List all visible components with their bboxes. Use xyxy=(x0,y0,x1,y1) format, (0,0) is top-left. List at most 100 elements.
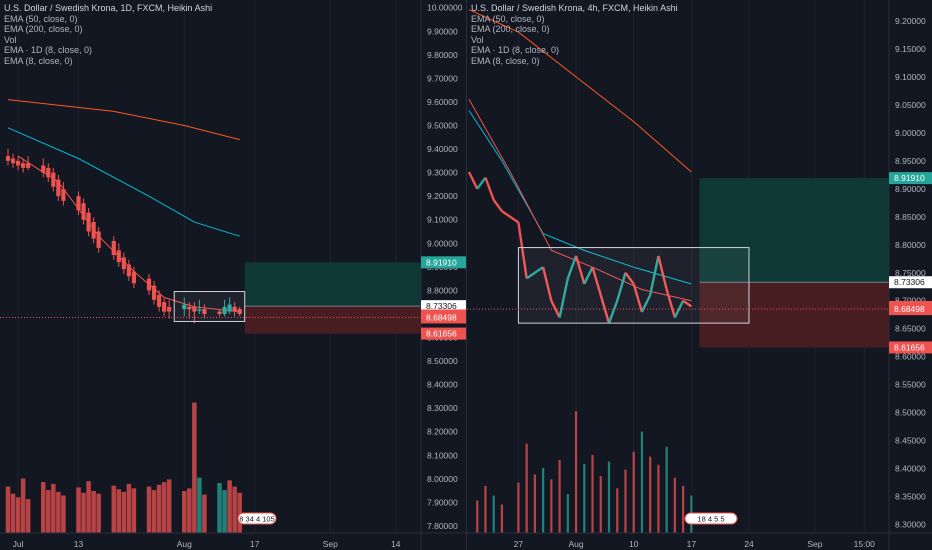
price-tick-label: 8.80000 xyxy=(895,240,926,250)
candle-body xyxy=(182,304,187,310)
indicator-ema8-1d[interactable]: EMA · 1D (8, close, 0) xyxy=(4,45,93,56)
price-tick-label: 8.50000 xyxy=(427,356,458,366)
price-segment xyxy=(525,271,536,280)
volume-bar xyxy=(96,493,101,533)
price-segment xyxy=(558,278,569,318)
ema200-line xyxy=(7,99,240,141)
price-tick-label: 8.65000 xyxy=(895,324,926,334)
volume-bar xyxy=(500,504,504,533)
volume-bar xyxy=(583,463,586,533)
candle-body xyxy=(126,264,131,277)
volume-bar xyxy=(682,485,685,533)
volume-bar xyxy=(81,492,86,533)
price-segment xyxy=(517,222,528,279)
pane-divider[interactable] xyxy=(466,0,467,550)
volume-bar xyxy=(558,459,561,533)
volume-bar xyxy=(46,490,51,533)
price-segment xyxy=(599,294,611,324)
indicator-ema200[interactable]: EMA (200, close, 0) xyxy=(471,24,550,35)
price-segment xyxy=(624,272,635,285)
time-tick-label: 15:00 xyxy=(854,539,876,549)
volume-bar xyxy=(151,490,157,533)
candle-body xyxy=(197,309,202,311)
chart-pane-4h[interactable]: 9.20000 9.15000 9.10000 9.05000 9.00000 8.950… xyxy=(467,0,932,550)
volume-bar xyxy=(25,499,31,533)
indicator-ema8-1d[interactable]: EMA · 1D (8, close, 0) xyxy=(471,45,560,56)
price-segment xyxy=(682,299,693,308)
price-tick-label: 9.20000 xyxy=(427,191,458,201)
candle-body xyxy=(202,309,207,314)
time-tick-label: Aug xyxy=(177,539,192,549)
price-tick-label: 8.70000 xyxy=(895,296,926,306)
volume-bar xyxy=(517,482,520,533)
events-badge xyxy=(237,512,277,525)
volume-bar xyxy=(574,411,578,533)
volume-bar xyxy=(492,495,495,533)
candle-body xyxy=(146,278,152,291)
price-tick-label: 9.20000 xyxy=(895,16,926,26)
indicator-ema8[interactable]: EMA (8, close, 0) xyxy=(4,55,73,66)
price-label-badge xyxy=(889,276,932,289)
indicator-ema50[interactable]: EMA (50, close, 0) xyxy=(471,13,545,24)
legend-4h: U.S. Dollar / Swedish Krona, 4h, FXCM, H… xyxy=(471,3,678,67)
price-tick-label: 8.30000 xyxy=(427,403,458,413)
volume-bar xyxy=(237,492,242,533)
price-label-text: 8.73306 xyxy=(426,301,457,311)
price-tick-label: 8.75000 xyxy=(895,268,926,278)
price-tick-label: 8.10000 xyxy=(427,450,458,460)
price-segment xyxy=(534,266,544,274)
volume-bar xyxy=(649,456,652,533)
position-stop-zone xyxy=(244,306,421,334)
indicator-ema8[interactable]: EMA (8, close, 0) xyxy=(471,55,540,66)
chart-canvas-4h[interactable]: 9.20000 9.15000 9.10000 9.05000 9.00000 8.950… xyxy=(467,0,932,550)
volume-bar xyxy=(525,443,528,533)
time-tick-label: Sep xyxy=(323,539,338,549)
price-axis-bg xyxy=(889,0,932,550)
volume-bar xyxy=(10,493,16,533)
candle-body xyxy=(192,306,197,312)
time-tick-label: 27 xyxy=(514,539,524,549)
volume-bar xyxy=(51,483,56,533)
volume-bar xyxy=(15,497,21,533)
volume-bar xyxy=(484,485,487,533)
volume-bar xyxy=(591,455,594,533)
volume-bar xyxy=(222,490,227,533)
candle-body xyxy=(56,179,61,197)
indicator-volume[interactable]: Vol xyxy=(4,34,17,45)
volume-bar xyxy=(566,494,569,533)
price-tick-label: 8.20000 xyxy=(427,427,458,437)
candle-body xyxy=(156,295,162,307)
volume-bar xyxy=(61,495,66,533)
indicator-ema50[interactable]: EMA (50, close, 0) xyxy=(4,13,78,24)
price-segment xyxy=(583,266,594,285)
price-label-badge xyxy=(421,311,466,324)
volume-bar xyxy=(161,482,167,533)
chart-canvas-1d[interactable]: 10.00000 9.90000 9.80000 9.70000 9.60000 9.50… xyxy=(0,0,466,550)
price-label-badge xyxy=(421,256,466,269)
candle-body xyxy=(46,167,51,178)
price-segment xyxy=(657,255,668,290)
indicator-ema200[interactable]: EMA (200, close, 0) xyxy=(4,24,83,35)
price-segment xyxy=(649,255,660,296)
price-tick-label: 9.50000 xyxy=(427,120,458,130)
volume-bar xyxy=(20,478,26,533)
indicator-volume[interactable]: Vol xyxy=(471,34,484,45)
chart-pane-1d[interactable]: 10.00000 9.90000 9.80000 9.70000 9.60000 9.50… xyxy=(0,0,466,550)
price-tick-label: 8.35000 xyxy=(895,492,926,502)
price-segment xyxy=(665,289,677,318)
price-tick-label: 9.05000 xyxy=(895,100,926,110)
price-label-text: 8.73306 xyxy=(894,277,925,287)
price-segment xyxy=(501,210,520,224)
candle-body xyxy=(237,309,242,314)
time-tick-label: Sep xyxy=(807,539,822,549)
price-label-text: 8.61656 xyxy=(894,342,925,352)
candle-body xyxy=(61,189,66,201)
volume-bar xyxy=(116,489,122,533)
price-tick-label: 7.80000 xyxy=(427,521,458,531)
candle-body xyxy=(162,302,167,312)
price-tick-label: 8.40000 xyxy=(427,380,458,390)
volume-bar xyxy=(217,482,222,533)
volume-bar xyxy=(673,477,676,533)
volume-bar xyxy=(166,479,172,533)
price-tick-label: 8.85000 xyxy=(895,212,926,222)
